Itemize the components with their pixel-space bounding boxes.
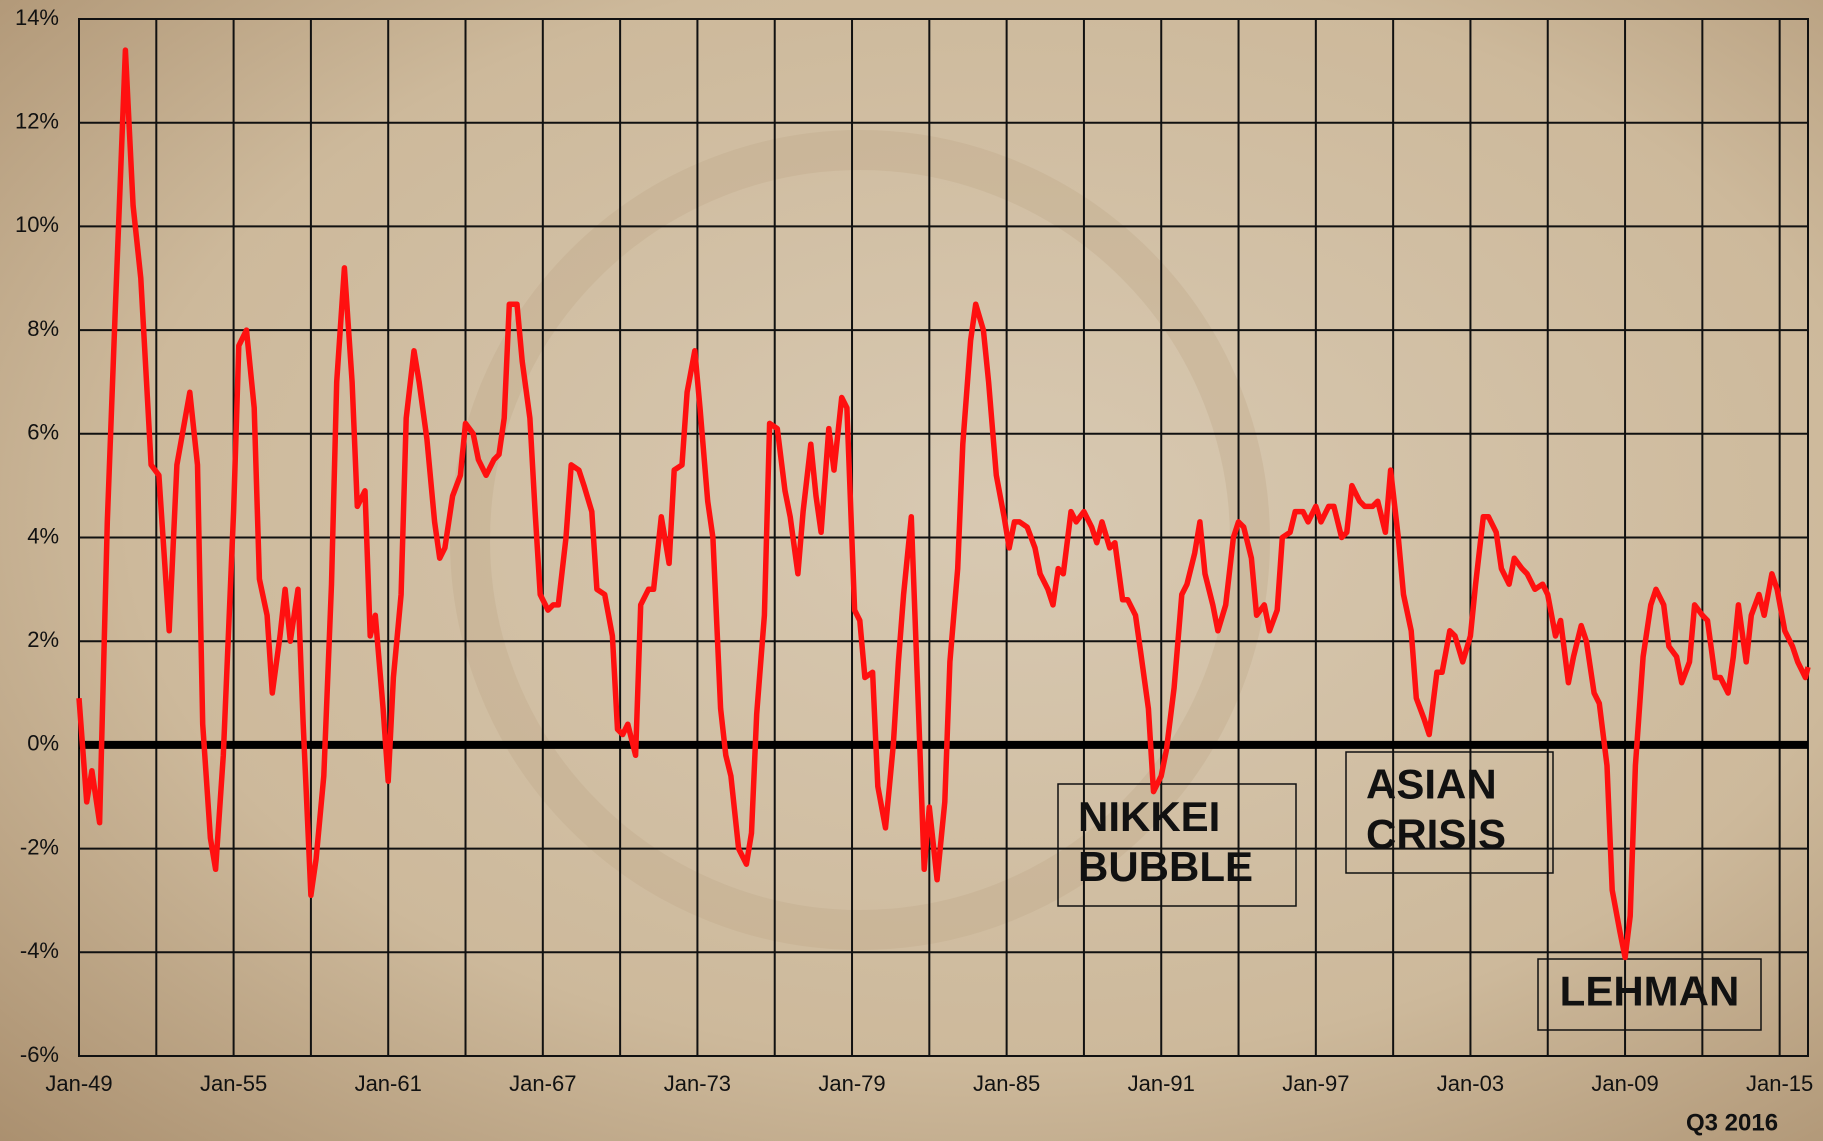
x-tick-label: Jan-67	[509, 1071, 576, 1096]
background-decor	[450, 130, 1270, 950]
x-tick-label: Jan-09	[1591, 1071, 1658, 1096]
x-tick-label: Jan-49	[45, 1071, 112, 1096]
annotation-text: ASIAN	[1366, 761, 1497, 808]
annotation-box	[1537, 958, 1762, 1031]
x-tick-label: Jan-91	[1128, 1071, 1195, 1096]
y-tick-label: 6%	[27, 420, 59, 445]
annotation-box	[1345, 751, 1554, 874]
annotation-text: NIKKEI	[1078, 793, 1220, 840]
annotation-text: CRISIS	[1366, 811, 1506, 858]
y-tick-label: 2%	[27, 627, 59, 652]
y-tick-label: -4%	[20, 938, 59, 963]
y-tick-label: 10%	[15, 212, 59, 237]
y-tick-label: 0%	[27, 731, 59, 756]
x-tick-label: Jan-79	[818, 1071, 885, 1096]
y-tick-label: -2%	[20, 834, 59, 859]
date-note: Q3 2016	[1686, 1109, 1778, 1136]
data-line	[76, 47, 1811, 961]
y-tick-label: 12%	[15, 109, 59, 134]
y-tick-label: 4%	[27, 523, 59, 548]
x-tick-label: Jan-73	[664, 1071, 731, 1096]
x-tick-label: Jan-55	[200, 1071, 267, 1096]
x-tick-label: Jan-85	[973, 1071, 1040, 1096]
x-tick-label: Jan-61	[355, 1071, 422, 1096]
y-tick-label: 14%	[15, 5, 59, 30]
annotation-box	[1057, 783, 1297, 907]
y-tick-label: 8%	[27, 316, 59, 341]
x-tick-label: Jan-15	[1746, 1071, 1813, 1096]
annotation-text: LEHMAN	[1560, 968, 1740, 1015]
x-tick-label: Jan-97	[1282, 1071, 1349, 1096]
annotation-text: BUBBLE	[1078, 843, 1253, 890]
x-tick-label: Jan-03	[1437, 1071, 1504, 1096]
y-tick-label: -6%	[20, 1042, 59, 1067]
